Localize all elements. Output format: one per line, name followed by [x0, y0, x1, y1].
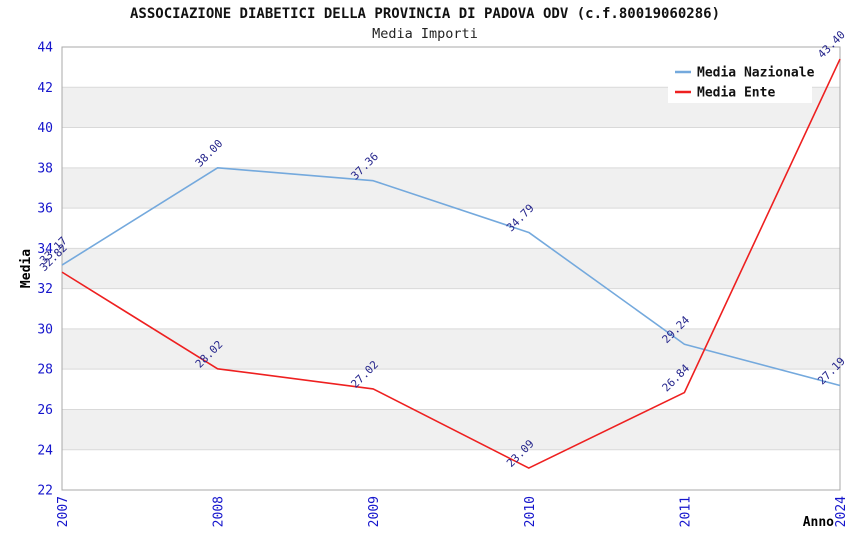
x-tick-label: 2007 [56, 496, 71, 527]
y-tick-label: 30 [37, 322, 53, 337]
legend [668, 57, 812, 103]
x-axis-label: Anno [803, 515, 834, 530]
plot-band [62, 328, 840, 370]
plot-band [62, 409, 840, 450]
plot-band [62, 208, 840, 249]
x-tick-label: 2009 [367, 496, 382, 527]
x-tick-label: 2011 [678, 496, 693, 527]
series-line-media-nazionale [61, 167, 841, 387]
y-axis-label: Media [19, 249, 34, 288]
x-tick-label: 2010 [523, 496, 538, 527]
y-tick-label: 42 [37, 81, 53, 96]
plot-band [62, 167, 840, 209]
y-tick-label: 38 [37, 161, 53, 176]
plot-border [61, 46, 841, 491]
y-tick-label: 28 [37, 363, 53, 378]
chart-title: ASSOCIAZIONE DIABETICI DELLA PROVINCIA D… [129, 6, 720, 22]
y-tick-label: 44 [37, 41, 53, 56]
chart-subtitle: Media Importi [372, 26, 478, 42]
y-tick-label: 32 [37, 282, 53, 297]
y-tick-label: 36 [37, 202, 53, 217]
plot-band [62, 449, 840, 490]
plot-band [62, 288, 840, 329]
series-line-media-ente [61, 58, 841, 469]
plot-band [62, 369, 840, 410]
plot-band [62, 248, 840, 289]
legend-label: Media Ente [697, 86, 775, 101]
y-tick-label: 24 [37, 443, 53, 458]
y-tick-label: 40 [37, 121, 53, 136]
plot-band [62, 127, 840, 168]
x-tick-label: 2024 [834, 496, 849, 527]
legend-label: Media Nazionale [697, 66, 815, 81]
y-tick-label: 34 [37, 242, 53, 257]
y-tick-label: 26 [37, 403, 53, 418]
x-tick-label: 2008 [212, 496, 227, 527]
y-tick-label: 22 [37, 484, 53, 499]
